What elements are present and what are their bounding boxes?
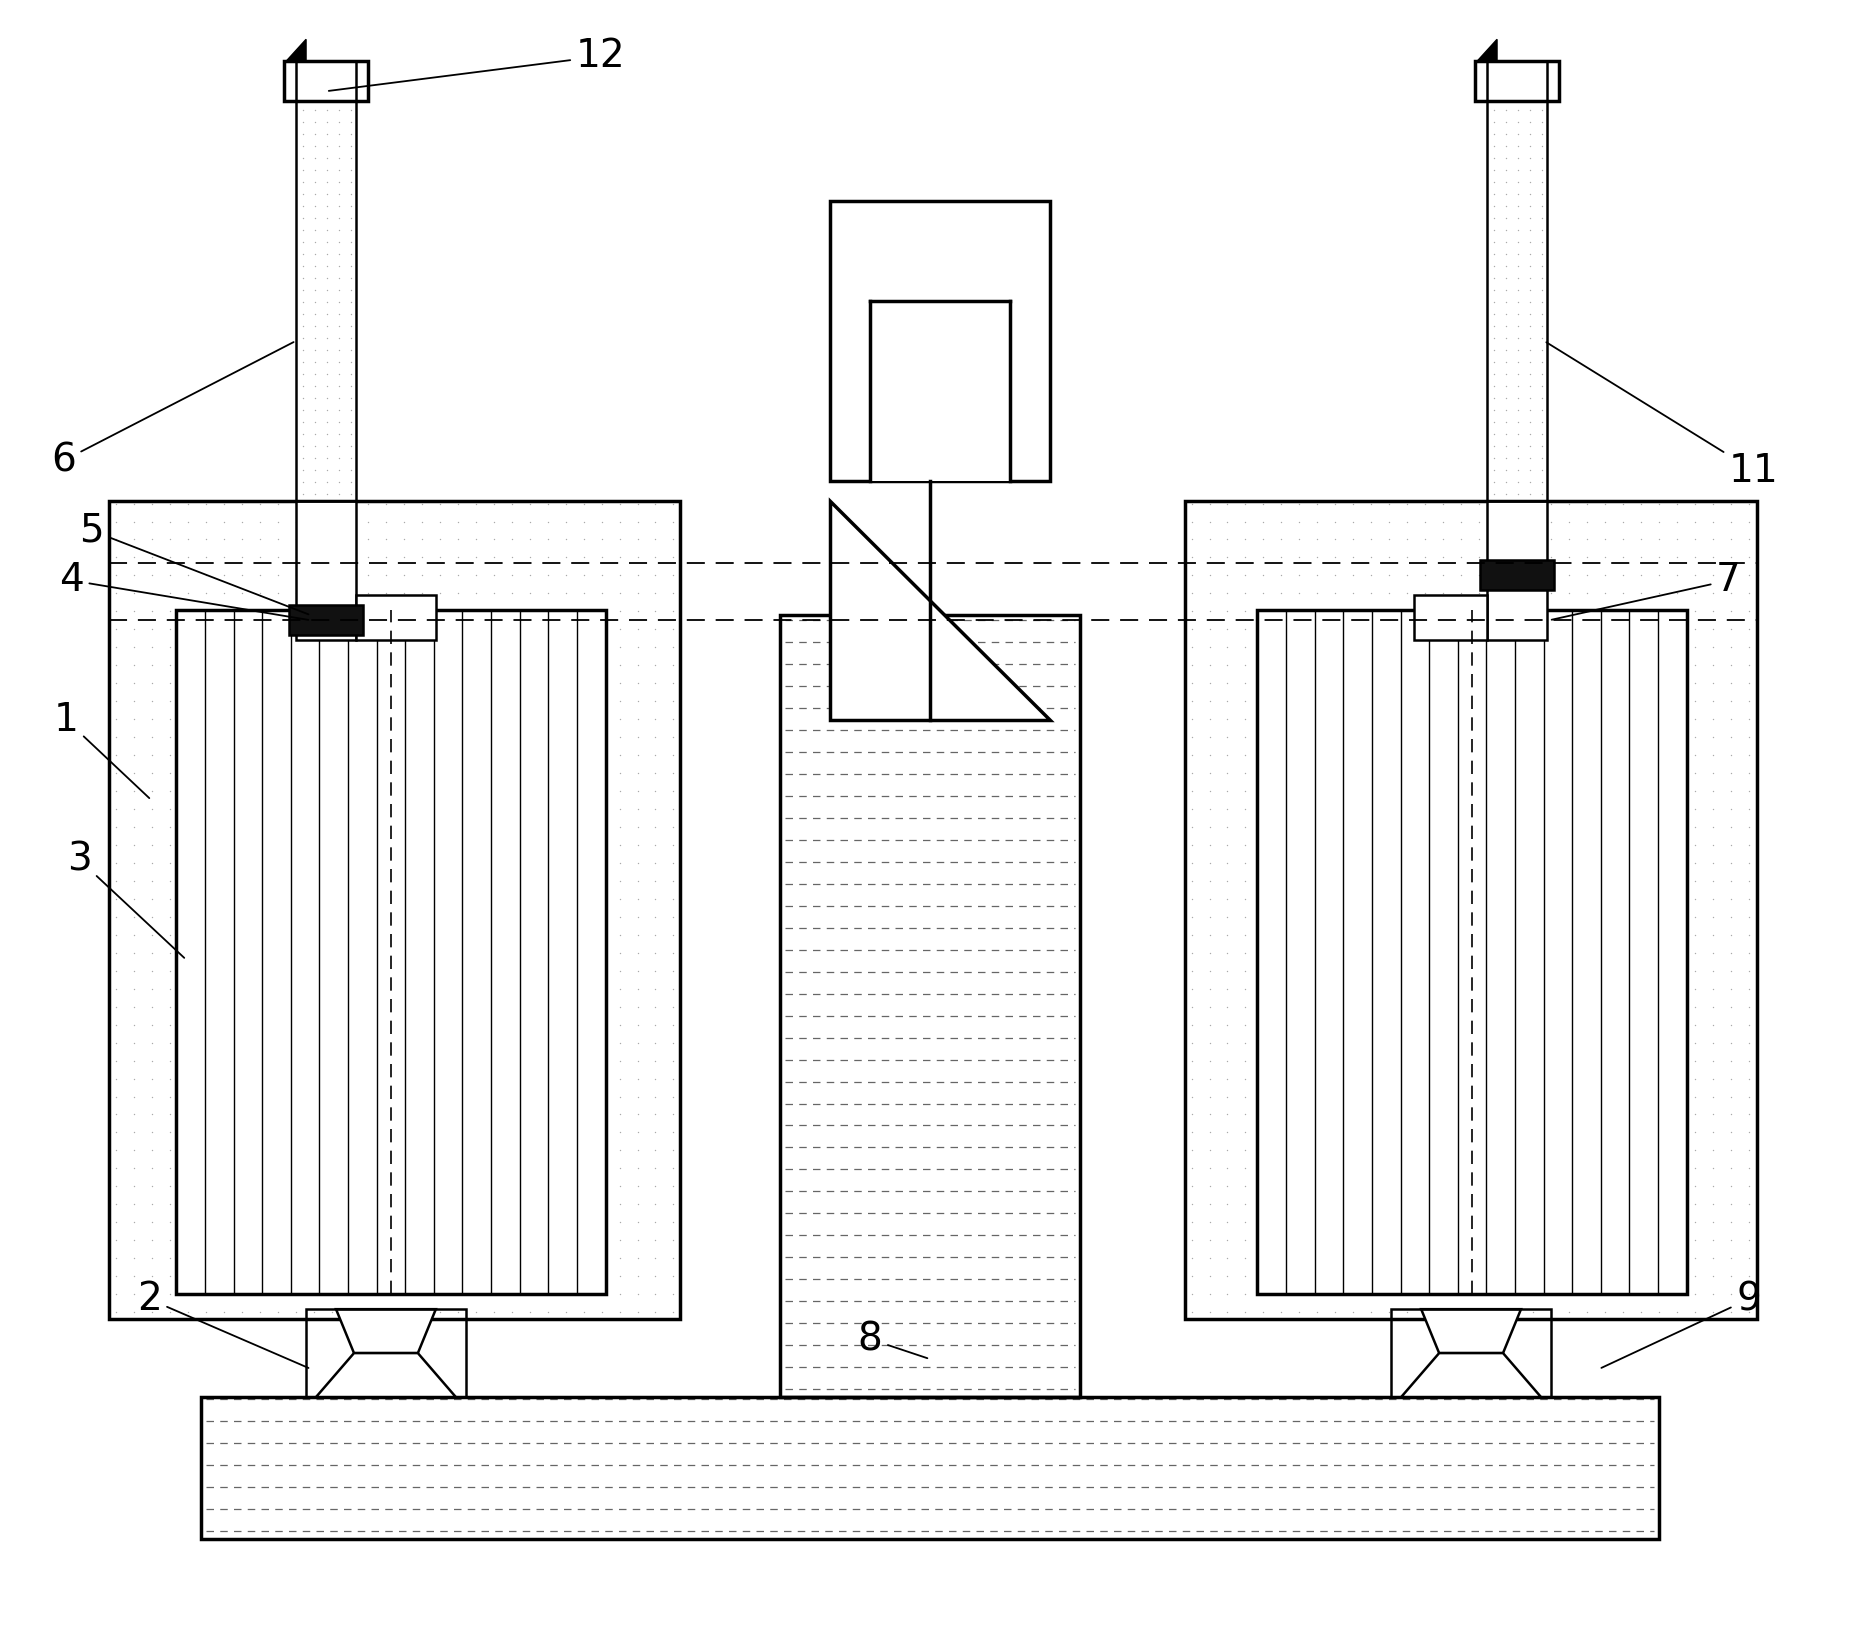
Bar xyxy=(870,301,1010,480)
Polygon shape xyxy=(285,39,306,61)
Bar xyxy=(306,1309,466,1397)
Polygon shape xyxy=(1478,39,1497,61)
Polygon shape xyxy=(336,1309,437,1353)
Bar xyxy=(1185,501,1756,1319)
Polygon shape xyxy=(830,501,1051,721)
Bar xyxy=(1414,595,1487,640)
Text: 5: 5 xyxy=(78,511,308,614)
Text: 7: 7 xyxy=(1553,562,1741,619)
Text: 11: 11 xyxy=(1547,342,1778,490)
Bar xyxy=(356,595,437,640)
Bar xyxy=(1487,102,1547,501)
Text: 12: 12 xyxy=(328,38,625,90)
Text: 4: 4 xyxy=(60,562,308,619)
Bar xyxy=(1480,560,1554,590)
Bar xyxy=(110,501,681,1319)
Bar xyxy=(284,61,368,102)
Bar xyxy=(780,616,1080,1397)
Polygon shape xyxy=(1401,1353,1541,1397)
Bar xyxy=(830,201,1051,480)
Bar xyxy=(1487,501,1547,640)
Bar xyxy=(1476,61,1558,102)
Polygon shape xyxy=(315,1353,455,1397)
Text: 8: 8 xyxy=(858,1320,927,1358)
Bar xyxy=(297,501,356,640)
Text: 2: 2 xyxy=(136,1281,308,1368)
Bar xyxy=(175,611,606,1294)
Bar xyxy=(1392,1309,1551,1397)
Bar xyxy=(297,102,356,501)
Polygon shape xyxy=(1422,1309,1521,1353)
Bar xyxy=(289,606,364,636)
Bar xyxy=(1258,611,1687,1294)
Text: 3: 3 xyxy=(67,840,185,958)
Bar xyxy=(202,1397,1659,1538)
Text: 9: 9 xyxy=(1601,1281,1762,1368)
Text: 1: 1 xyxy=(54,701,149,798)
Text: 6: 6 xyxy=(50,342,293,480)
